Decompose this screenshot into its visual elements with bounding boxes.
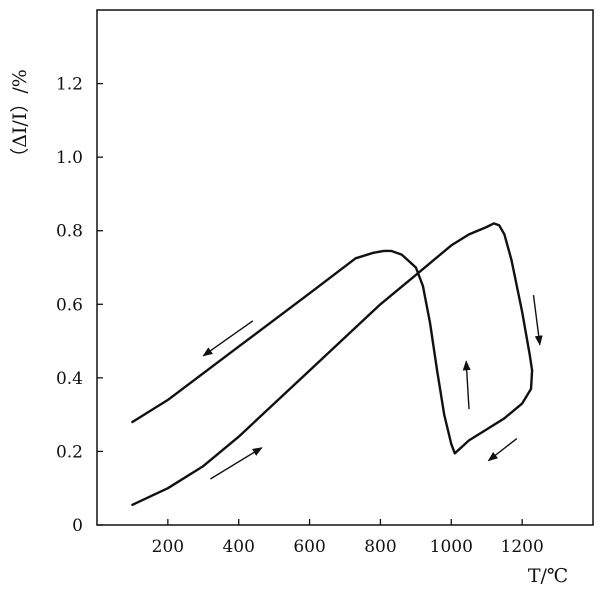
x-tick-label: 1200	[501, 537, 544, 557]
x-tick-label: 400	[222, 537, 254, 557]
x-tick-label: 800	[364, 537, 396, 557]
arrow-layer	[202, 295, 543, 480]
direction-arrow	[487, 438, 518, 462]
direction-arrow	[210, 447, 263, 480]
y-tick-label: 0	[72, 516, 83, 536]
direction-arrow	[532, 295, 543, 346]
series-line-heating	[131, 222, 534, 506]
x-axis-label: T/℃	[528, 565, 568, 587]
x-tick-label: 600	[293, 537, 325, 557]
y-axis-label: （ΔI/I）/%	[9, 69, 31, 167]
x-tick-label: 200	[152, 537, 184, 557]
direction-arrow	[202, 320, 254, 357]
y-tick-label: 1.0	[56, 148, 83, 168]
x-axis-ticks: 200 400 600 800 1000 1200	[152, 519, 544, 557]
y-axis-ticks: 0 0.2 0.4 0.6 0.8 1.0 1.2	[56, 75, 103, 536]
y-tick-label: 1.2	[56, 75, 83, 95]
y-tick-label: 0.8	[56, 222, 83, 242]
y-tick-label: 0.6	[56, 295, 83, 315]
series-layer	[131, 222, 534, 506]
plot-frame	[96, 9, 594, 526]
y-tick-label: 0.2	[56, 442, 83, 462]
series-line-cooling	[131, 249, 534, 455]
direction-arrow	[462, 360, 471, 410]
x-tick-label: 1000	[430, 537, 473, 557]
y-tick-label: 0.4	[56, 369, 83, 389]
